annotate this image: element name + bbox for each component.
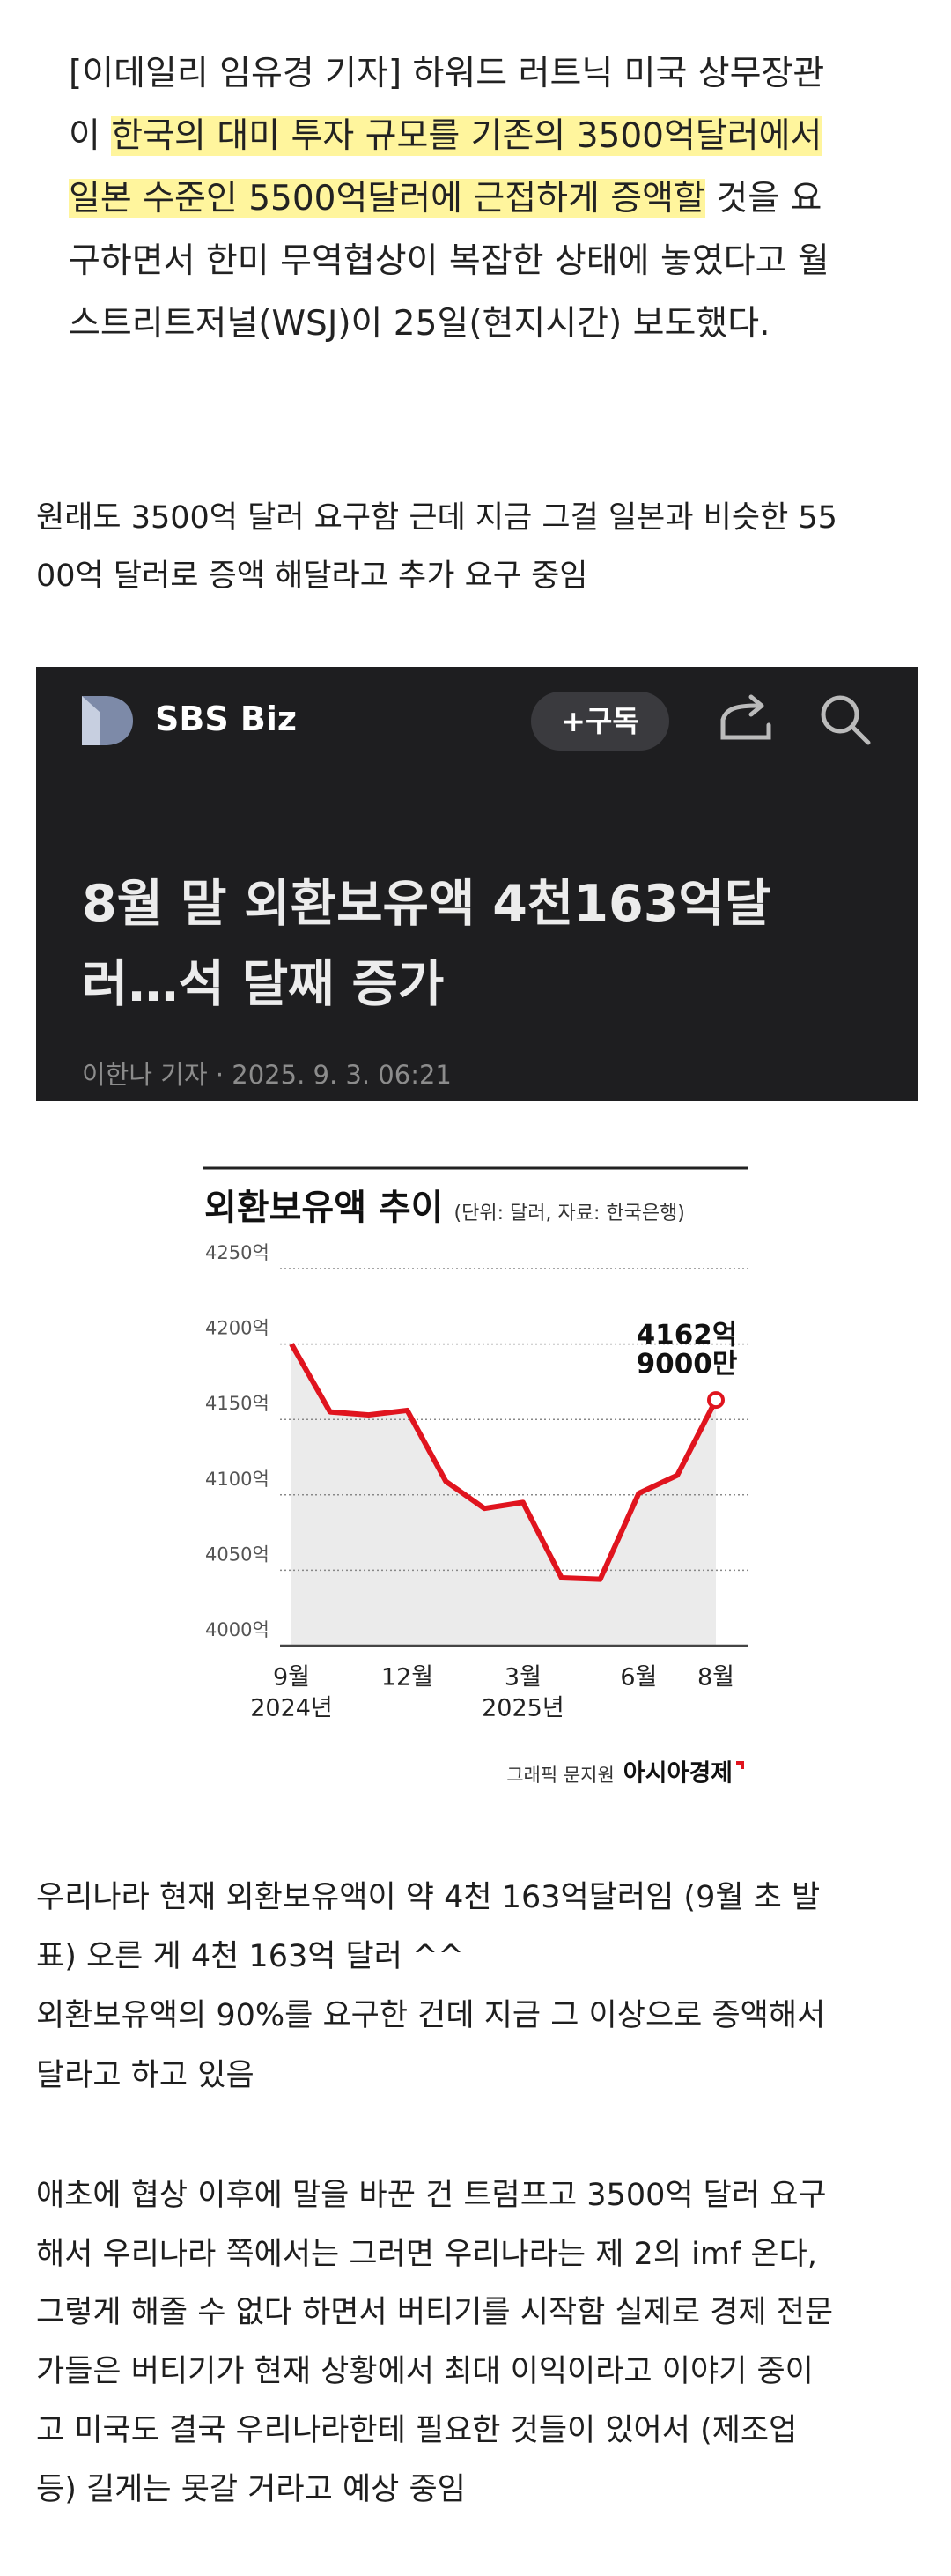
y-tick-label: 4150억 [205, 1393, 269, 1414]
comment-line: 고 미국도 결국 우리나라한테 필요한 것들이 있어서 (제조업 [36, 2413, 798, 2448]
y-tick-label: 4000억 [205, 1619, 269, 1640]
credit: 그래픽 문지원 [506, 1765, 615, 1786]
y-tick-label: 4050억 [205, 1543, 269, 1565]
credit: 아시아경제 [623, 1760, 733, 1788]
x-year-label: 2025년 [482, 1695, 564, 1722]
brand: SBS Biz [155, 700, 298, 738]
comment-line: 등) 길게는 못갈 거라고 예상 중임 [36, 2472, 466, 2507]
quote-line: 이 한국의 대미 투자 규모를 기존의 3500억달러에서 [69, 108, 822, 165]
search-icon[interactable] [819, 693, 874, 748]
headline: 러…석 달째 증가 [82, 955, 445, 1013]
subscribe-button[interactable]: +구독 [531, 692, 669, 751]
comment-line: 원래도 3500억 달러 요구함 근데 지금 그걸 일본과 비슷한 55 [36, 500, 837, 536]
headline: 8월 말 외환보유액 4천163억달 [82, 875, 771, 933]
annotation: 9000만 [637, 1349, 738, 1381]
quote-line: [이데일리 임유경 기자] 하워드 러트닉 미국 상무장관 [69, 46, 824, 102]
logo [82, 696, 133, 745]
share-icon[interactable] [718, 693, 776, 746]
comment-line: 00억 달러로 증액 해달라고 추가 요구 중임 [36, 559, 588, 594]
news-card: SBS Biz +구독 8월 말 외환보유액 4천163억달 러…석 달째 증가… [36, 667, 918, 1101]
byline: 이한나 기자 · 2025. 9. 3. 06:21 [82, 1060, 452, 1090]
text: 것을 요 [704, 179, 822, 218]
comment-line: 외환보유액의 90%를 요구한 건데 지금 그 이상으로 증액해서 [36, 1998, 826, 2033]
x-tick-label: 3월 [505, 1664, 542, 1691]
y-tick-label: 4200억 [205, 1318, 269, 1339]
y-tick-label: 4100억 [205, 1469, 269, 1490]
x-tick-label: 8월 [697, 1664, 734, 1691]
quote-line: 구하면서 한미 무역협상이 복잡한 상태에 놓였다고 월 [69, 233, 829, 290]
text: 이 [69, 116, 112, 156]
highlighted-text: 일본 수준인 5500억달러에 근접하게 증액할 [69, 179, 705, 218]
chart-title: 외환보유액 추이 [204, 1188, 444, 1228]
text: 구하면서 한미 무역협상이 복잡한 상태에 놓였다고 월 [69, 241, 829, 281]
highlighted-text: 한국의 대미 투자 규모를 기존의 3500억달러에서 [111, 116, 822, 156]
comment-line: 그렇게 해줄 수 없다 하면서 버티기를 시작함 실제로 경제 전문 [36, 2295, 834, 2330]
chart-subtitle: (단위: 달러, 자료: 한국은행) [454, 1203, 685, 1225]
text: 스트리트저널(WSJ)이 25일(현지시간) 보도했다. [69, 304, 770, 344]
x-tick-label: 9월 [273, 1664, 310, 1691]
comment-line: 가들은 버티기가 현재 상황에서 최대 이익이라고 이야기 중이 [36, 2354, 814, 2389]
chart: 외환보유액 추이 (단위: 달러, 자료: 한국은행) 4000억 4050억 4100… [203, 1166, 748, 1788]
area [291, 1344, 716, 1646]
credit-mark [736, 1761, 744, 1769]
line [289, 1343, 719, 1582]
x-year-label: 2024년 [250, 1695, 333, 1722]
comment-line: 해서 우리나라 쪽에서는 그러면 우리나라는 제 2의 imf 온다, [36, 2237, 817, 2272]
comment-line: 달라고 하고 있음 [36, 2058, 254, 2093]
quote-line: 일본 수준인 5500억달러에 근접하게 증액할 것을 요 [69, 171, 822, 227]
comment-line: 표) 오른 게 4천 163억 달러 ^^ [36, 1939, 464, 1974]
x-tick-label: 12월 [381, 1664, 433, 1691]
annotation: 4162억 [637, 1320, 738, 1351]
end-marker [707, 1391, 725, 1410]
x-tick-label: 6월 [620, 1664, 657, 1691]
text: [이데일리 임유경 기자] 하워드 러트닉 미국 상무장관 [69, 54, 825, 93]
y-tick-label: 4250억 [205, 1242, 269, 1263]
quote-line: 스트리트저널(WSJ)이 25일(현지시간) 보도했다. [69, 296, 770, 352]
comment-line: 애초에 협상 이후에 말을 바꾼 건 트럼프고 3500억 달러 요구 [36, 2178, 827, 2213]
comment-line: 우리나라 현재 외환보유액이 약 4천 163억달러임 (9월 초 발 [36, 1880, 821, 1915]
